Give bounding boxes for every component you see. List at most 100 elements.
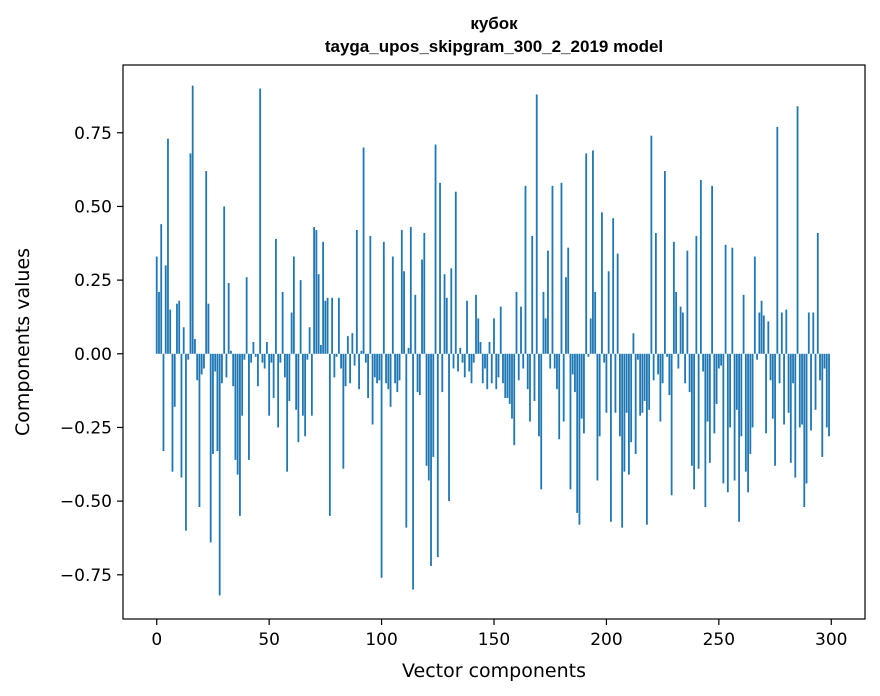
bar-component-267 bbox=[756, 353, 758, 360]
bar-component-227 bbox=[666, 353, 669, 357]
bar-component-40 bbox=[245, 277, 248, 354]
bar-component-159 bbox=[513, 353, 516, 446]
bar-component-65 bbox=[301, 353, 304, 416]
bar-component-101 bbox=[382, 241, 385, 354]
bar-component-266 bbox=[753, 256, 756, 354]
bar-component-105 bbox=[391, 256, 394, 354]
bar-component-197 bbox=[598, 353, 601, 437]
bar-component-202 bbox=[610, 353, 612, 522]
bar-component-201 bbox=[607, 271, 610, 354]
bar-component-169 bbox=[535, 94, 538, 354]
bar-component-51 bbox=[270, 353, 273, 363]
x-tick-label: 50 bbox=[258, 630, 280, 650]
bar-component-96 bbox=[371, 353, 374, 425]
bar-component-108 bbox=[398, 353, 401, 381]
bar-component-46 bbox=[259, 88, 262, 354]
x-tick-label: 250 bbox=[703, 630, 735, 650]
bar-component-10 bbox=[178, 300, 181, 354]
y-axis-ticks: −0.75 −0.50 −0.25 0.00 0.25 0.50 0.75 bbox=[60, 124, 123, 586]
bar-component-160 bbox=[515, 291, 518, 354]
bar-component-189 bbox=[580, 353, 583, 419]
bar-component-165 bbox=[526, 353, 529, 390]
bar-component-205 bbox=[616, 253, 619, 354]
bar-component-177 bbox=[553, 353, 556, 369]
bar-component-24 bbox=[209, 353, 212, 543]
bar-component-98 bbox=[376, 353, 378, 384]
bar-component-162 bbox=[520, 306, 522, 354]
bar-component-221 bbox=[652, 353, 655, 381]
bar-component-245 bbox=[706, 353, 709, 422]
bar-component-171 bbox=[540, 353, 543, 490]
bar-component-43 bbox=[252, 342, 255, 354]
y-tick-label: −0.75 bbox=[60, 566, 112, 586]
bar-component-41 bbox=[248, 353, 250, 460]
bar-component-38 bbox=[241, 353, 244, 416]
y-tick-label: −0.50 bbox=[60, 492, 112, 512]
bar-component-243 bbox=[702, 353, 705, 372]
bar-component-153 bbox=[499, 306, 502, 354]
bar-component-193 bbox=[589, 318, 592, 354]
bar-component-72 bbox=[317, 274, 320, 354]
bar-component-270 bbox=[762, 315, 765, 354]
bar-component-61 bbox=[292, 256, 295, 354]
bar-component-204 bbox=[614, 353, 617, 413]
bar-component-225 bbox=[661, 353, 664, 384]
bar-component-255 bbox=[729, 353, 731, 428]
bar-component-148 bbox=[488, 342, 491, 354]
bar-component-178 bbox=[556, 353, 558, 390]
bar-component-35 bbox=[234, 353, 237, 460]
bar-component-0 bbox=[155, 256, 158, 354]
bar-component-287 bbox=[801, 353, 803, 425]
bar-component-158 bbox=[511, 353, 513, 419]
bar-component-124 bbox=[434, 144, 437, 354]
bar-component-199 bbox=[603, 353, 606, 363]
bar-component-86 bbox=[349, 353, 351, 384]
bar-component-152 bbox=[497, 353, 500, 378]
bar-component-114 bbox=[412, 353, 414, 590]
bar-component-226 bbox=[663, 171, 666, 354]
bar-component-244 bbox=[704, 353, 707, 508]
bar-component-31 bbox=[225, 353, 228, 378]
bar-component-209 bbox=[625, 353, 628, 413]
bar-component-252 bbox=[722, 353, 725, 484]
bar-component-113 bbox=[409, 227, 412, 354]
bar-component-50 bbox=[268, 353, 271, 416]
bar-component-64 bbox=[299, 280, 302, 354]
bar-component-20 bbox=[200, 353, 203, 375]
bar-component-230 bbox=[672, 241, 675, 354]
bar-component-223 bbox=[657, 353, 660, 375]
y-tick-label: 0.75 bbox=[74, 124, 112, 144]
bar-component-44 bbox=[254, 353, 257, 357]
bar-component-18 bbox=[196, 353, 199, 381]
bar-component-212 bbox=[632, 333, 635, 354]
bar-component-295 bbox=[819, 353, 821, 381]
bar-component-187 bbox=[576, 353, 579, 513]
bar-component-126 bbox=[439, 182, 441, 354]
bar-component-277 bbox=[778, 353, 781, 384]
bar-component-256 bbox=[731, 247, 734, 354]
bar-component-112 bbox=[407, 347, 410, 354]
bar-component-121 bbox=[427, 353, 430, 481]
bar-component-127 bbox=[441, 353, 444, 393]
chart-title: кубок bbox=[470, 14, 518, 33]
bar-component-257 bbox=[733, 353, 736, 481]
bar-component-207 bbox=[621, 353, 624, 528]
bar-component-282 bbox=[789, 353, 792, 463]
bar-component-66 bbox=[304, 353, 307, 437]
bar-component-48 bbox=[263, 353, 266, 369]
y-tick-label: −0.25 bbox=[60, 418, 112, 438]
bar-component-95 bbox=[369, 235, 372, 354]
bar-component-241 bbox=[697, 353, 700, 469]
bar-component-181 bbox=[562, 353, 565, 422]
bar-component-156 bbox=[506, 353, 509, 398]
bar-component-215 bbox=[639, 353, 642, 416]
bar-component-60 bbox=[290, 312, 293, 354]
bar-component-147 bbox=[486, 353, 489, 390]
bar-component-173 bbox=[544, 318, 547, 354]
bar-component-17 bbox=[194, 339, 196, 354]
bar-component-82 bbox=[340, 353, 342, 369]
bar-component-238 bbox=[690, 353, 693, 466]
bar-component-278 bbox=[780, 312, 783, 354]
bar-component-111 bbox=[405, 353, 408, 528]
